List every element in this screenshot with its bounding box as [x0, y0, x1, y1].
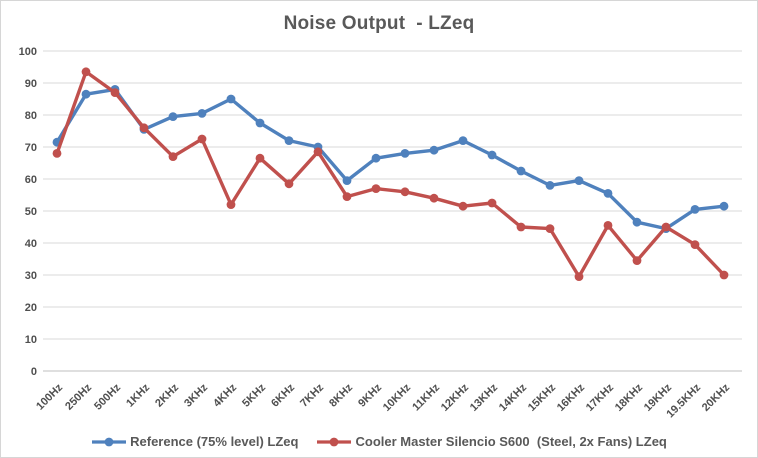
- legend-label-reference: Reference (75% level) LZeq: [130, 434, 299, 449]
- x-tick-label: 13KHz: [468, 381, 501, 414]
- data-point-marker: [400, 149, 410, 158]
- y-tick-label: 30: [25, 270, 37, 282]
- data-point-marker: [545, 181, 555, 190]
- data-point-marker: [226, 94, 236, 104]
- x-tick-label: 20KHz: [700, 381, 733, 414]
- data-point-marker: [516, 166, 526, 176]
- data-point-marker: [603, 189, 613, 198]
- data-point-marker: [371, 153, 381, 163]
- x-tick-label: 18KHz: [613, 381, 646, 414]
- chart-title: Noise Output - LZeq: [283, 13, 475, 34]
- x-tick-label: 2KHz: [153, 381, 181, 409]
- series-line-1: [55, 70, 726, 279]
- x-tick-label: 6KHz: [269, 381, 297, 409]
- y-tick-label: 70: [25, 142, 37, 154]
- data-point-marker: [110, 88, 120, 97]
- x-tick-label: 1KHz: [124, 381, 152, 409]
- data-point-marker: [371, 184, 381, 194]
- x-tick-label: 250Hz: [63, 381, 94, 412]
- x-tick-label: 7KHz: [298, 381, 326, 409]
- data-point-marker: [458, 136, 468, 146]
- x-tick-label: 100Hz: [34, 381, 65, 412]
- data-point-marker: [400, 187, 410, 197]
- x-tick-label: 10KHz: [381, 381, 414, 414]
- y-tick-label: 80: [25, 110, 37, 122]
- data-point-marker: [516, 222, 526, 232]
- x-tick-label: 4KHz: [211, 381, 239, 409]
- x-tick-label: 17KHz: [584, 381, 617, 414]
- x-tick-label: 5KHz: [240, 381, 268, 409]
- x-tick-label: 12KHz: [439, 381, 472, 414]
- data-point-marker: [574, 176, 584, 186]
- x-tick-label: 8KHz: [327, 381, 355, 409]
- legend: Reference (75% level) LZeq Cooler Master…: [1, 434, 757, 449]
- data-point-marker: [139, 123, 149, 133]
- data-point-marker: [284, 136, 294, 146]
- x-tick-label: 3KHz: [182, 381, 210, 409]
- data-point-marker: [81, 89, 91, 99]
- data-point-marker: [690, 240, 700, 250]
- data-point-marker: [487, 198, 497, 208]
- data-point-marker: [719, 201, 729, 211]
- data-point-marker: [429, 145, 439, 155]
- data-point-marker: [342, 192, 352, 202]
- data-point-marker: [487, 150, 497, 160]
- legend-label-silencio: Cooler Master Silencio S600 (Steel, 2x F…: [355, 434, 667, 449]
- y-tick-label: 0: [31, 366, 37, 378]
- data-point-marker: [197, 109, 207, 118]
- y-tick-label: 100: [19, 46, 37, 58]
- data-point-marker: [313, 147, 323, 157]
- data-point-marker: [81, 67, 91, 77]
- y-tick-label: 60: [25, 174, 37, 186]
- series-line-0: [55, 87, 726, 231]
- y-tick-label: 20: [25, 302, 37, 314]
- data-point-marker: [429, 193, 439, 203]
- y-tick-label: 10: [25, 334, 37, 346]
- data-point-marker: [226, 200, 236, 210]
- data-point-marker: [574, 272, 584, 281]
- data-point-marker: [284, 179, 294, 189]
- data-point-marker: [52, 149, 62, 158]
- data-point-marker: [603, 221, 613, 230]
- x-tick-label: 500Hz: [92, 381, 123, 412]
- line-marker-icon: [92, 437, 127, 446]
- data-point-marker: [342, 176, 352, 186]
- data-point-marker: [168, 152, 178, 162]
- x-tick-label: 16KHz: [555, 381, 588, 414]
- legend-item-silencio: Cooler Master Silencio S600 (Steel, 2x F…: [316, 434, 667, 449]
- data-point-marker: [255, 153, 265, 163]
- legend-item-reference: Reference (75% level) LZeq: [91, 434, 298, 449]
- data-point-marker: [168, 112, 178, 121]
- y-tick-label: 50: [25, 206, 37, 218]
- data-point-marker: [197, 134, 207, 144]
- data-point-marker: [545, 224, 555, 234]
- x-tick-label: 15KHz: [526, 381, 559, 414]
- data-point-marker: [632, 217, 642, 227]
- x-tick-label: 14KHz: [497, 381, 530, 414]
- data-point-marker: [255, 118, 265, 128]
- data-point-marker: [719, 270, 729, 280]
- data-point-marker: [632, 256, 642, 265]
- line-marker-icon: [317, 437, 352, 446]
- data-point-marker: [458, 201, 468, 211]
- x-tick-label: 11KHz: [410, 381, 442, 413]
- y-tick-label: 40: [25, 238, 37, 250]
- data-point-marker: [661, 222, 671, 232]
- y-tick-label: 90: [25, 78, 37, 90]
- data-point-marker: [690, 205, 700, 214]
